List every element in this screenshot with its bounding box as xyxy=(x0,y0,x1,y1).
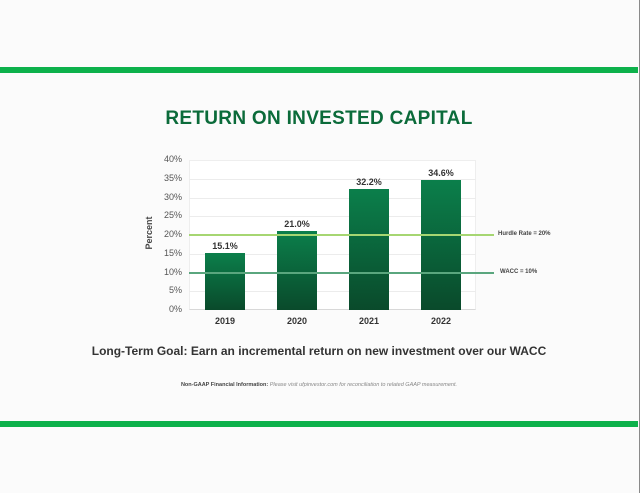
bar-value-label: 32.2% xyxy=(356,177,382,188)
long-term-goal-text: Long-Term Goal: Earn an incremental retu… xyxy=(91,344,547,358)
bar-2021 xyxy=(349,189,389,310)
note-text: Please visit ufpinvestor.com for reconci… xyxy=(268,382,458,388)
wacc-line xyxy=(189,271,494,274)
x-tick-label: 2021 xyxy=(358,316,380,326)
hurdle-rate-line xyxy=(189,234,494,236)
y-tick-label: 25% xyxy=(163,210,182,221)
bar-2019 xyxy=(205,253,245,310)
wacc-label: WACC = 10% xyxy=(500,268,538,275)
hurdle-rate-label: Hurdle Rate = 20% xyxy=(498,231,551,237)
y-tick-label: 10% xyxy=(163,266,182,277)
y-tick-label: 0% xyxy=(168,304,182,314)
y-axis-label: Percent xyxy=(144,216,154,250)
chart-title: RETURN ON INVESTED CAPITAL xyxy=(165,108,473,129)
y-tick-label: 35% xyxy=(163,172,182,183)
y-tick-label: 5% xyxy=(168,285,182,296)
bar-2020 xyxy=(277,231,317,310)
x-tick-label: 2022 xyxy=(430,316,452,326)
y-tick-label: 15% xyxy=(163,247,182,258)
gridline xyxy=(189,178,476,180)
bar-2022 xyxy=(421,180,461,310)
bar-value-label: 21.0% xyxy=(284,219,310,230)
note-label: Non-GAAP Financial Information: xyxy=(180,382,269,388)
gridline xyxy=(189,291,476,293)
x-tick-label: 2020 xyxy=(286,316,308,326)
bar-value-label: 15.1% xyxy=(212,241,238,252)
y-tick-label: 20% xyxy=(163,229,182,239)
gridline xyxy=(189,197,476,199)
bottom-green-band xyxy=(0,421,638,427)
top-green-band xyxy=(0,67,638,73)
y-tick-label: 40% xyxy=(163,154,182,164)
bar-value-label: 34.6% xyxy=(428,168,454,179)
gridline xyxy=(189,216,476,218)
gridline xyxy=(189,253,476,255)
y-tick-label: 30% xyxy=(163,191,182,202)
x-tick-label: 2019 xyxy=(214,316,236,326)
non-gaap-note: Non-GAAP Financial Information: Please v… xyxy=(0,382,638,388)
